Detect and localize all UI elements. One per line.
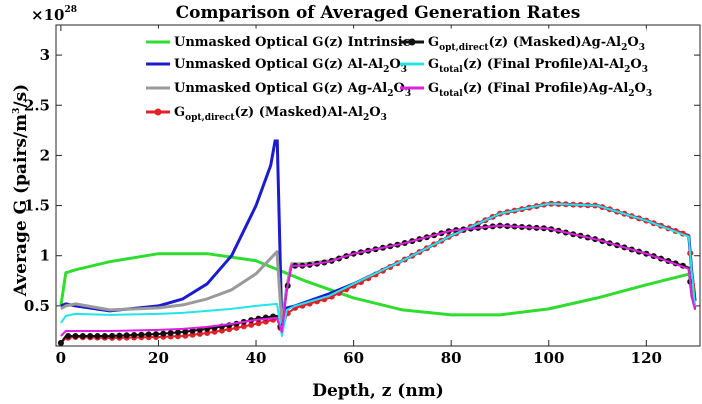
data-point	[240, 323, 247, 330]
y-axis-label-main: Average G (pairs/m	[11, 114, 31, 297]
x-axis-label: Depth, z (nm)	[312, 381, 444, 401]
data-point	[65, 333, 72, 339]
data-point	[116, 332, 123, 339]
y-tick-label: 2	[40, 146, 50, 164]
data-point	[233, 324, 240, 331]
y-tick-label: 0.5	[24, 297, 50, 315]
data-point	[167, 330, 174, 336]
legend-item-1: Unmasked Optical G(z) Intrinsic	[146, 35, 411, 50]
legend-item-2: Unmasked Optical G(z) Al-Al2O3	[146, 57, 407, 75]
data-point	[87, 333, 94, 339]
x-tick-label: 100	[533, 349, 564, 367]
data-point	[189, 327, 196, 334]
legend-item-7: Gtotal(z) (Final Profile)Ag-Al2O3	[400, 81, 652, 99]
data-point	[255, 320, 262, 327]
legend-marker	[154, 108, 162, 116]
data-point	[123, 332, 130, 339]
data-point	[204, 330, 211, 336]
series-6	[60, 202, 697, 337]
x-tick-label: 60	[343, 349, 364, 367]
series-1	[59, 252, 691, 317]
data-point	[138, 331, 145, 338]
x-tick-label: 40	[246, 349, 267, 367]
data-point	[72, 333, 79, 339]
x-tick-label: 80	[441, 349, 462, 367]
legend-label: Gtotal(z) (Final Profile)Ag-Al2O3	[428, 81, 652, 99]
y-tick-label: 1.5	[24, 197, 50, 215]
legend-item-5: Gopt,direct(z) (Masked)Ag-Al2O3	[400, 35, 645, 53]
data-point	[101, 333, 108, 339]
legend: Unmasked Optical G(z) Intrinsic Unmasked …	[139, 28, 652, 140]
data-point	[79, 333, 86, 339]
data-point	[218, 327, 225, 334]
y-exponent-power: 28	[64, 5, 77, 15]
series-line	[60, 202, 697, 337]
x-tick-label: 0	[56, 349, 66, 367]
series-line	[60, 224, 697, 337]
legend-label: Unmasked Optical G(z) Al-Al2O3	[174, 57, 407, 75]
y-axis-label: Average G (pairs/m3/s)	[11, 84, 31, 297]
data-point	[131, 332, 138, 338]
legend-marker	[408, 38, 416, 46]
legend-label: Gopt,direct(z) (Masked)Ag-Al2O3	[428, 35, 645, 53]
legend-item-6: Gtotal(z) (Final Profile)Al-Al2O3	[400, 57, 648, 75]
data-point	[160, 330, 167, 337]
legend-label: Gtotal(z) (Final Profile)Al-Al2O3	[428, 57, 648, 75]
y-exponent: ×1028	[31, 5, 77, 24]
y-axis-label-sup: 3	[12, 108, 22, 114]
chart-title: Comparison of Averaged Generation Rates	[176, 3, 581, 23]
data-point	[145, 331, 152, 338]
data-point	[196, 330, 203, 337]
y-tick-label: 2.5	[24, 96, 50, 114]
y-exponent-prefix: ×10	[31, 6, 64, 24]
legend-label: Unmasked Optical G(z) Intrinsic	[174, 35, 411, 50]
y-axis-label-end: /s)	[11, 84, 31, 108]
legend-label: Gopt,direct(z) (Masked)Al-Al2O3	[174, 105, 387, 123]
data-point	[248, 321, 255, 328]
series-line	[59, 252, 691, 317]
data-point	[57, 340, 64, 346]
x-tick-label: 20	[148, 349, 169, 367]
legend-box	[139, 28, 647, 140]
data-point	[182, 328, 189, 335]
y-tick-label: 1	[40, 247, 50, 265]
data-point	[109, 332, 116, 339]
data-point	[94, 333, 101, 339]
axis-ticks: 0 20 40 60 80 100 120 0.5 1 1.5 2 2.5 3	[24, 25, 700, 367]
data-point	[211, 328, 218, 335]
x-tick-label: 120	[631, 349, 662, 367]
series-7	[60, 224, 697, 337]
y-tick-label: 3	[40, 46, 50, 64]
series-layer	[57, 128, 697, 346]
data-point	[153, 331, 159, 338]
legend-label: Unmasked Optical G(z) Ag-Al2O3	[174, 81, 411, 99]
legend-item-3: Unmasked Optical G(z) Ag-Al2O3	[146, 81, 411, 99]
data-point	[175, 329, 181, 336]
legend-item-4: Gopt,direct(z) (Masked)Al-Al2O3	[146, 105, 387, 123]
